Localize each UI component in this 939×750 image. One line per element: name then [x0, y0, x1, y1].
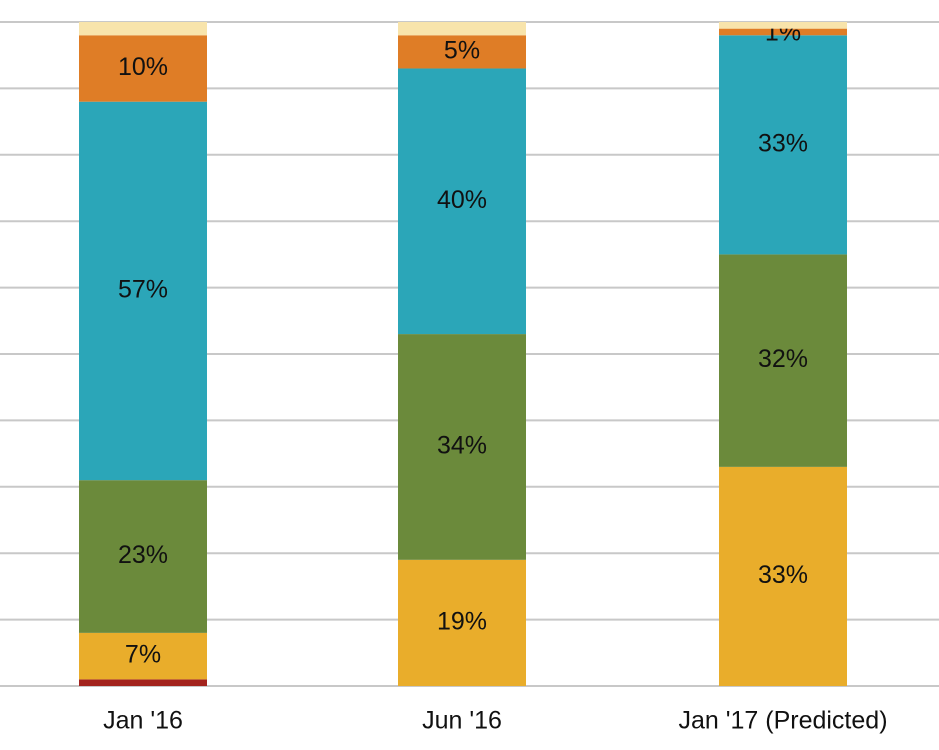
- data-label: 7%: [125, 641, 161, 669]
- data-label: 5%: [444, 36, 480, 64]
- data-label: 33%: [758, 561, 808, 589]
- data-label: 34%: [437, 432, 487, 460]
- bar-segment: [719, 466, 847, 686]
- bar-segment: [79, 632, 207, 680]
- bar-segment: [398, 559, 526, 686]
- data-label: 23%: [118, 541, 168, 569]
- x-tick-label: Jan '17 (Predicted): [678, 707, 887, 735]
- data-label: 57%: [118, 276, 168, 304]
- bar-segment: [398, 22, 526, 36]
- data-label: 32%: [758, 345, 808, 373]
- bar-segment: [79, 22, 207, 36]
- data-label: 33%: [758, 129, 808, 157]
- bar-segment: [79, 35, 207, 102]
- x-tick-label: Jan '16: [103, 707, 183, 735]
- bar-segment: [79, 480, 207, 633]
- bar-segment: [719, 35, 847, 255]
- x-tick-label: Jun '16: [422, 707, 502, 735]
- bar-segment: [398, 68, 526, 335]
- data-label: 19%: [437, 608, 487, 636]
- bar-segment: [79, 679, 207, 686]
- bar-segment: [79, 101, 207, 481]
- data-label: 10%: [118, 53, 168, 81]
- bar-segment: [398, 334, 526, 560]
- data-label: 40%: [437, 186, 487, 214]
- bar-segment: [719, 22, 847, 29]
- bar-segment: [398, 35, 526, 69]
- bar-segment: [719, 28, 847, 36]
- bar-segment: [719, 254, 847, 467]
